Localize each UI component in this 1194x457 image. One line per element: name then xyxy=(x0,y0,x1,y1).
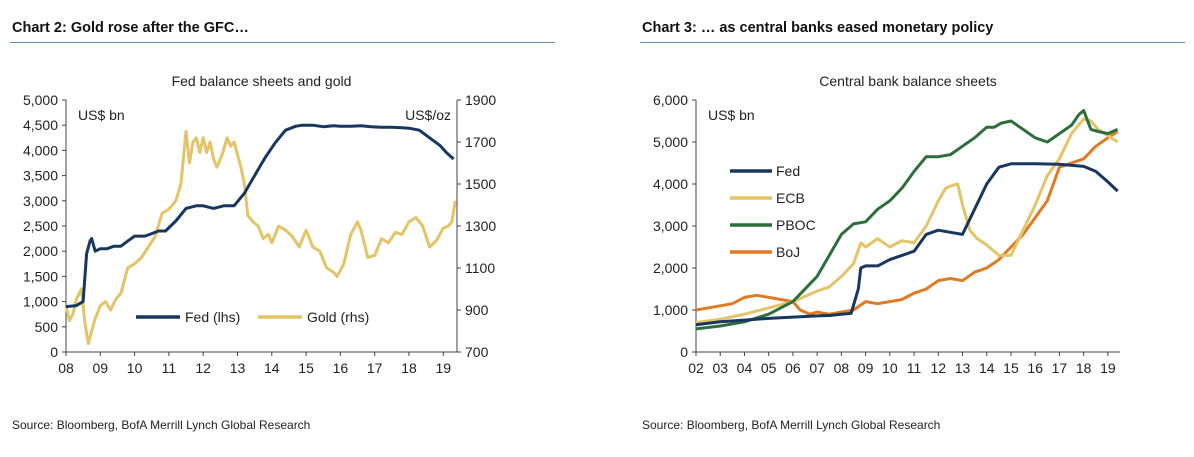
y-unit-left: US$ bn xyxy=(708,107,755,123)
x-tick-label: 13 xyxy=(230,360,246,376)
panel-title: Chart 3: … as central banks eased moneta… xyxy=(642,20,994,36)
pboc-series-line xyxy=(695,109,1119,331)
y-tick-label: 0 xyxy=(680,344,688,360)
panel-title: Chart 2: Gold rose after the GFC… xyxy=(12,20,249,36)
central-bank-chart: Central bank balance sheets 0 1,000 2,000 3,… xyxy=(653,73,1120,376)
y-tick-label: 3,000 xyxy=(653,218,688,234)
x-tick-label: 14 xyxy=(264,360,280,376)
chart-title: Central bank balance sheets xyxy=(819,73,996,89)
x-tick-label: 06 xyxy=(785,360,801,376)
chart-panel-left: Chart 2: Gold rose after the GFC… Fed ba… xyxy=(10,0,555,457)
x-tick-label: 08 xyxy=(834,360,850,376)
y-tick-label-right: 1900 xyxy=(465,92,496,108)
x-tick-label: 17 xyxy=(1052,360,1068,376)
x-tick-label: 16 xyxy=(1027,360,1043,376)
legend-label-gold: Gold (rhs) xyxy=(307,309,369,325)
y-tick-label-left: 1,000 xyxy=(23,294,58,310)
x-tick-label: 11 xyxy=(907,360,922,376)
title-rule xyxy=(640,42,1185,43)
y-tick-label-right: 1100 xyxy=(465,260,495,276)
x-tick-label: 11 xyxy=(162,360,177,376)
y-tick-label-left: 4,500 xyxy=(23,117,58,133)
x-tick-label: 14 xyxy=(979,360,995,376)
legend-label-boj: BoJ xyxy=(776,244,800,260)
y-tick-label-left: 3,500 xyxy=(23,168,58,184)
fed-gold-chart: Fed balance sheets and gold 0 500 1,000 1,50… xyxy=(23,73,496,376)
y-tick-label: 4,000 xyxy=(653,176,688,192)
legend-label-fed: Fed (lhs) xyxy=(185,309,240,325)
x-tick-label: 02 xyxy=(688,360,704,376)
y-tick-label-left: 1,500 xyxy=(23,268,58,284)
y-tick-label-left: 0 xyxy=(50,344,58,360)
source-note: Source: Bloomberg, BofA Merrill Lynch Gl… xyxy=(642,418,941,432)
x-tick-label: 04 xyxy=(737,360,753,376)
y-tick-label: 6,000 xyxy=(653,92,688,108)
y-tick-label-left: 4,000 xyxy=(23,142,58,158)
x-tick-label: 15 xyxy=(1003,360,1019,376)
boj-series-line xyxy=(695,130,1119,316)
y-tick-label-right: 1300 xyxy=(465,218,496,234)
x-tick-label: 09 xyxy=(858,360,874,376)
x-tick-label: 18 xyxy=(1076,360,1092,376)
legend-label-pboc: PBOC xyxy=(776,217,816,233)
fed-series-line xyxy=(695,162,1119,327)
x-tick-label: 15 xyxy=(298,360,314,376)
x-tick-label: 13 xyxy=(955,360,971,376)
y-tick-label-left: 500 xyxy=(35,319,59,335)
y-tick-label-right: 1700 xyxy=(465,134,496,150)
y-unit-right: US$/oz xyxy=(405,107,451,123)
chart-panel-right: Chart 3: … as central banks eased moneta… xyxy=(640,0,1185,457)
x-tick-label: 10 xyxy=(127,360,143,376)
x-tick-label: 09 xyxy=(93,360,109,376)
x-tick-label: 17 xyxy=(367,360,383,376)
chart-title: Fed balance sheets and gold xyxy=(172,73,352,89)
source-note: Source: Bloomberg, BofA Merrill Lynch Gl… xyxy=(12,418,311,432)
x-tick-label: 10 xyxy=(882,360,898,376)
y-tick-label-right: 900 xyxy=(465,302,489,318)
legend-label-ecb: ECB xyxy=(776,190,805,206)
y-tick-label-right: 1500 xyxy=(465,176,496,192)
y-tick-label: 2,000 xyxy=(653,260,688,276)
y-tick-label: 5,000 xyxy=(653,134,688,150)
x-tick-label: 16 xyxy=(333,360,349,376)
title-rule xyxy=(10,42,555,43)
x-tick-label: 05 xyxy=(761,360,777,376)
ecb-series-line xyxy=(695,117,1119,325)
y-tick-label-left: 2,000 xyxy=(23,243,58,259)
legend-label-fed: Fed xyxy=(776,163,800,179)
y-tick-label-left: 3,000 xyxy=(23,193,58,209)
x-tick-label: 19 xyxy=(435,360,451,376)
fed-series-line xyxy=(65,123,455,309)
x-tick-label: 12 xyxy=(195,360,211,376)
y-tick-label-left: 2,500 xyxy=(23,218,58,234)
x-tick-label: 19 xyxy=(1100,360,1116,376)
x-tick-label: 18 xyxy=(401,360,417,376)
y-tick-label-left: 5,000 xyxy=(23,92,58,108)
x-tick-label: 08 xyxy=(58,360,74,376)
x-tick-label: 12 xyxy=(930,360,946,376)
y-tick-label-right: 700 xyxy=(465,344,489,360)
x-tick-label: 07 xyxy=(809,360,825,376)
x-tick-label: 03 xyxy=(712,360,728,376)
y-tick-label: 1,000 xyxy=(653,302,688,318)
y-unit-left: US$ bn xyxy=(78,107,125,123)
gold-series-line xyxy=(64,130,457,346)
